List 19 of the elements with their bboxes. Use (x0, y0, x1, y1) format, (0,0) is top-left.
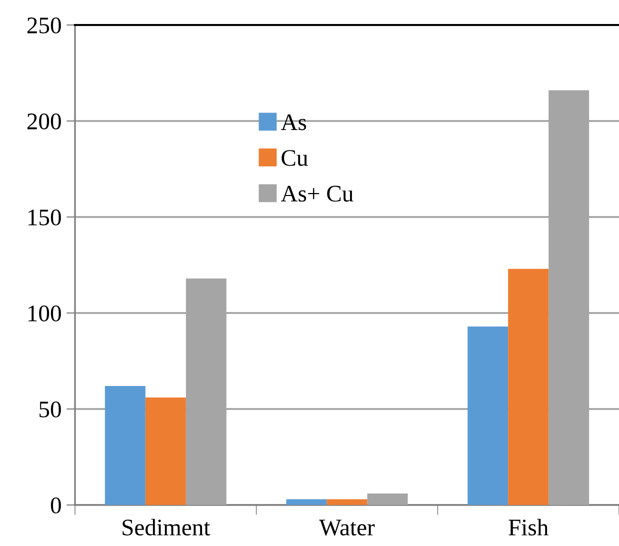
x-tick-label: Fish (508, 518, 548, 536)
bar (367, 493, 408, 505)
y-tick-label: 0 (50, 497, 61, 514)
bar (326, 499, 368, 505)
legend-label: Cu (282, 150, 308, 166)
bar (468, 326, 508, 505)
legend-label: As+ Cu (280, 186, 354, 202)
x-tick-label: Sediment (122, 518, 210, 536)
y-tick-label: 150 (28, 209, 61, 226)
y-tick-label: 200 (27, 113, 61, 130)
bar (508, 268, 549, 505)
legend-label: As (280, 114, 306, 130)
bar (104, 386, 146, 505)
y-tick-label: 100 (28, 305, 61, 322)
y-tick-label: 250 (27, 17, 61, 34)
x-tick-label: Water (319, 520, 375, 536)
y-tick-label: 50 (40, 401, 61, 418)
bar (145, 397, 186, 505)
bar (286, 499, 327, 505)
